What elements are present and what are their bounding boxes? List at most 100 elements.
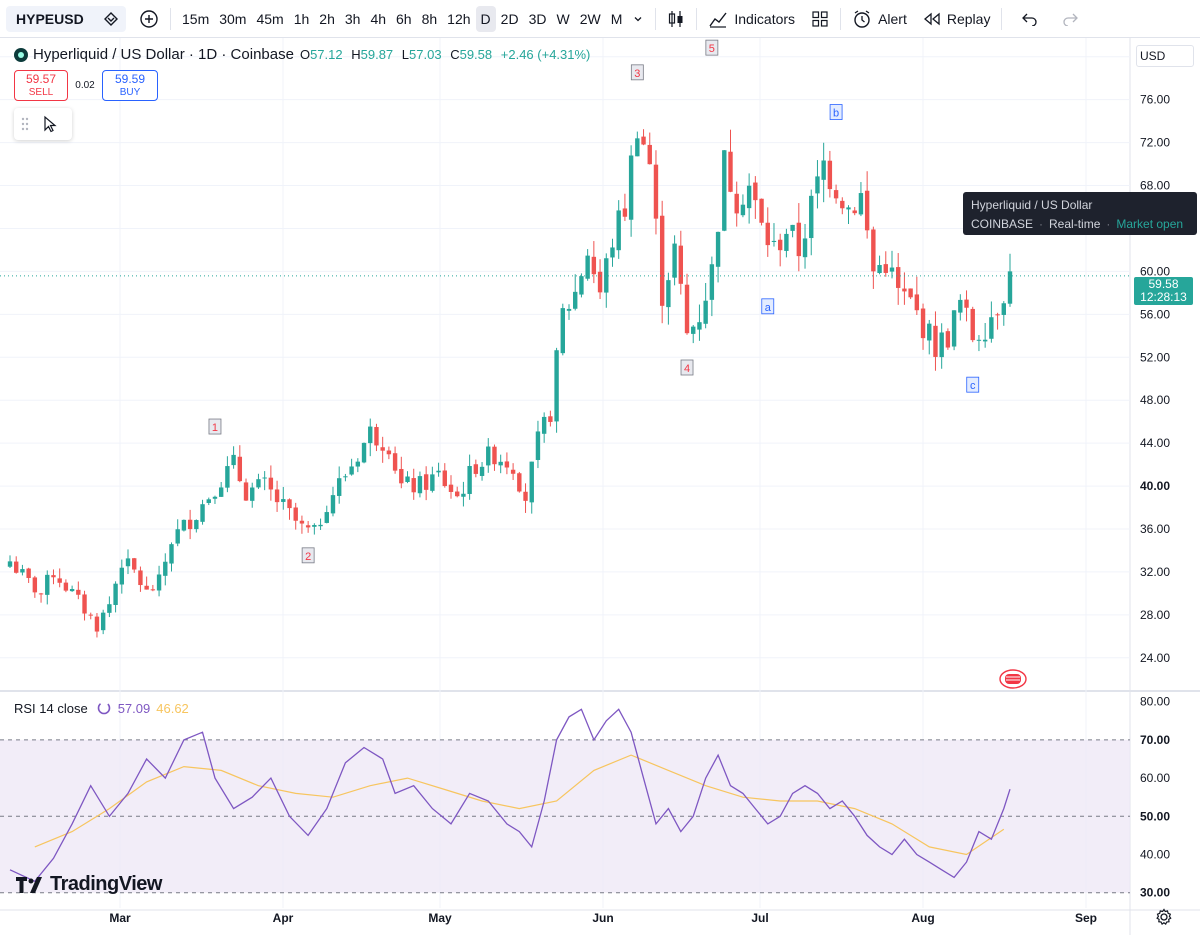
candle-up xyxy=(430,474,435,491)
candle-up xyxy=(361,442,367,463)
candle-down xyxy=(76,589,81,595)
candle-up xyxy=(225,466,230,488)
interval-4h[interactable]: 4h xyxy=(370,10,387,27)
time-tick-label: May xyxy=(428,911,452,925)
candle-up xyxy=(1007,271,1013,304)
candle-up xyxy=(616,210,621,251)
interval-d[interactable]: D xyxy=(475,5,496,32)
interval-12h[interactable]: 12h xyxy=(447,10,471,27)
interval-3h[interactable]: 3h xyxy=(344,10,361,27)
wave-label: 4 xyxy=(684,363,690,375)
candle-up xyxy=(498,461,503,466)
wave-label-box xyxy=(705,39,719,56)
candle-down xyxy=(243,482,249,501)
candle-down xyxy=(138,570,143,586)
wave-label: 3 xyxy=(634,68,640,80)
candle-up xyxy=(628,155,634,220)
interval-w[interactable]: W xyxy=(556,10,570,27)
chart-title: Hyperliquid / US Dollar · 1D · Coinbase xyxy=(33,46,294,63)
candle-up xyxy=(722,150,727,231)
rsi-ma-value: 46.62 xyxy=(156,700,189,716)
candle-down xyxy=(908,288,913,298)
interval-15m[interactable]: 15m xyxy=(182,10,210,27)
candle-up xyxy=(566,308,572,311)
interval-45m[interactable]: 45m xyxy=(256,10,284,27)
interval-2d[interactable]: 2D xyxy=(500,10,519,27)
candle-up xyxy=(343,476,348,478)
sell-button[interactable]: 59.57 SELL xyxy=(14,70,68,101)
candle-up xyxy=(125,558,131,567)
price-tick-label: 56.00 xyxy=(1140,307,1170,321)
currency-select[interactable]: USD xyxy=(1136,45,1194,67)
rsi-line xyxy=(9,708,1011,883)
settings-gear-icon[interactable] xyxy=(1155,908,1173,931)
candle-down xyxy=(647,144,652,165)
candle-up xyxy=(262,477,267,479)
time-tick-label: Mar xyxy=(109,911,131,925)
compare-add-icon[interactable] xyxy=(134,6,164,32)
candle-up xyxy=(436,470,441,473)
drag-handle-icon[interactable] xyxy=(20,116,30,132)
interval-6h[interactable]: 6h xyxy=(396,10,412,27)
candle-down xyxy=(150,589,156,591)
buy-button[interactable]: 59.59 BUY xyxy=(102,70,158,101)
layout-templates-icon[interactable] xyxy=(806,6,834,32)
candle-down xyxy=(448,484,454,492)
candle-up xyxy=(175,529,180,544)
symbol-menu-icon[interactable] xyxy=(102,10,120,31)
candle-down xyxy=(473,464,479,474)
candle-down xyxy=(902,288,907,292)
candle-up xyxy=(815,176,820,194)
wave-label-box xyxy=(301,547,315,564)
interval-2h[interactable]: 2h xyxy=(319,10,335,27)
us-flag-icon xyxy=(998,668,1028,695)
candle-down xyxy=(504,461,510,468)
alert-button[interactable]: Alert xyxy=(847,6,912,32)
candle-up xyxy=(771,240,777,242)
candle-down xyxy=(659,215,665,306)
candle-down xyxy=(753,182,758,201)
price-chart[interactable]: 80.0076.0072.0068.0064.0060.0056.0052.00… xyxy=(0,38,1200,935)
interval-8h[interactable]: 8h xyxy=(421,10,438,27)
candle-up xyxy=(585,255,590,279)
interval-30m[interactable]: 30m xyxy=(219,10,247,27)
candle-style-icon[interactable] xyxy=(662,6,690,32)
candle-up xyxy=(560,308,565,354)
candle-down xyxy=(32,577,38,593)
candle-up xyxy=(1001,303,1006,315)
replay-button[interactable]: Replay xyxy=(918,6,996,32)
candle-down xyxy=(38,593,44,595)
interval-2w[interactable]: 2W xyxy=(579,10,601,27)
last-price: 59.58 xyxy=(1148,277,1179,291)
candle-up xyxy=(958,299,963,313)
undo-icon[interactable] xyxy=(1016,6,1044,32)
candle-up xyxy=(107,604,112,613)
cursor-arrow-icon[interactable] xyxy=(42,115,58,133)
redo-icon[interactable] xyxy=(1056,6,1084,32)
close-value: 59.58 xyxy=(459,47,493,62)
candle-up xyxy=(666,280,671,308)
buy-label: BUY xyxy=(119,87,141,98)
interval-3d[interactable]: 3D xyxy=(528,10,547,27)
candle-down xyxy=(144,585,149,590)
candle-down xyxy=(883,264,888,273)
candle-up xyxy=(231,454,236,466)
rsi-legend: RSI 14 close 57.09 46.62 xyxy=(14,700,189,716)
price-tick-label: 28.00 xyxy=(1140,608,1170,622)
candle-down xyxy=(597,271,603,293)
drawing-toolbar xyxy=(14,108,72,140)
interval-m[interactable]: M xyxy=(610,10,623,27)
candle-up xyxy=(218,487,224,497)
alert-label: Alert xyxy=(878,10,907,27)
interval-1h[interactable]: 1h xyxy=(293,10,310,27)
interval-dropdown-icon[interactable] xyxy=(627,6,649,32)
wave-label: 5 xyxy=(709,43,715,55)
indicators-button[interactable]: Indicators xyxy=(703,6,800,32)
candle-down xyxy=(920,308,926,339)
low-value: 57.03 xyxy=(409,47,442,62)
candle-up xyxy=(573,291,578,309)
time-tick-label: Jun xyxy=(592,911,613,925)
symbol-search[interactable]: HYPEUSD xyxy=(6,5,126,32)
candle-down xyxy=(678,245,684,284)
wave-label-box xyxy=(966,376,980,393)
